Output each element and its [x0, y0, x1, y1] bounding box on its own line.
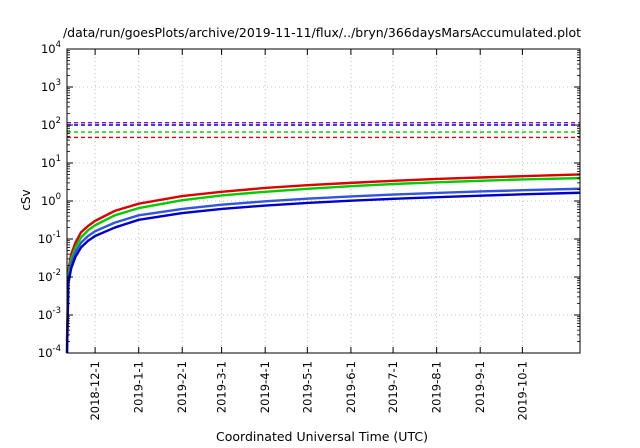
x-tick-label: 2019-5-1	[300, 361, 314, 413]
threshold-lines	[67, 121, 580, 139]
series-line	[65, 187, 581, 354]
y-tick-label: 101	[41, 154, 61, 170]
x-tick-label: 2019-2-1	[175, 361, 189, 413]
chart-title: /data/run/goesPlots/archive/2019-11-11/f…	[63, 25, 581, 40]
x-axis-label: Coordinated Universal Time (UTC)	[216, 429, 428, 444]
axes: 10-4 10-3 10-2 10-1 100 101 102 103 104 2018-12-1…	[38, 40, 581, 421]
y-tick-label: 102	[41, 116, 61, 132]
y-tick-label: 100	[41, 192, 61, 208]
x-tick-label: 2019-4-1	[258, 361, 272, 413]
x-tick-label: 2019-8-1	[430, 361, 444, 413]
series-line	[65, 173, 581, 342]
x-tick-label: 2019-6-1	[344, 361, 358, 413]
x-tick-label: 2018-12-1	[88, 361, 102, 421]
y-tick-label: 104	[41, 40, 61, 56]
y-axis-label: cSv	[19, 189, 33, 210]
series-line	[65, 191, 581, 354]
y-tick-label: 10-1	[38, 230, 61, 246]
x-tick-label: 2019-7-1	[386, 361, 400, 413]
x-tick-label: 2019-1-1	[132, 361, 146, 413]
y-tick-label: 103	[41, 78, 61, 94]
series-lines	[65, 173, 581, 354]
series-line	[65, 176, 581, 347]
y-tick-label: 10-3	[38, 306, 61, 322]
y-tick-label: 10-4	[38, 344, 61, 360]
y-tick-label: 10-2	[38, 268, 61, 284]
x-tick-label: 2019-3-1	[215, 361, 229, 413]
x-tick-label: 2019-10-1	[515, 361, 529, 421]
x-tick-label: 2019-9-1	[473, 361, 487, 413]
